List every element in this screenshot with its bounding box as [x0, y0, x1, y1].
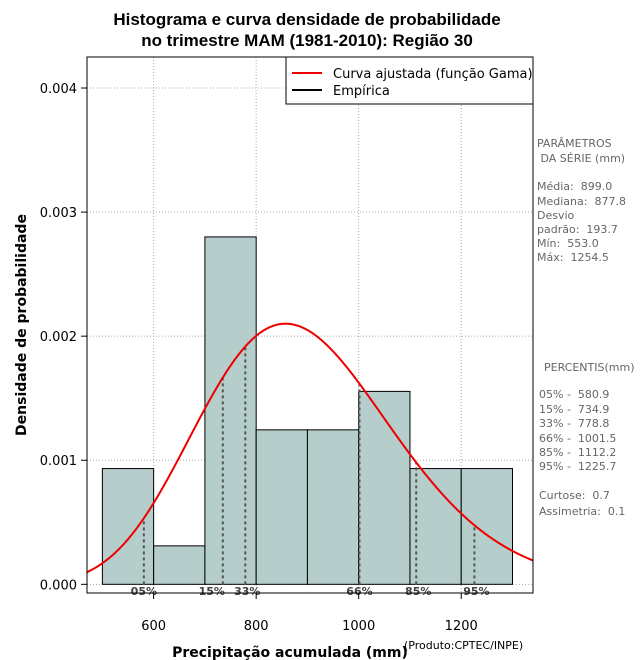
x-tick-label: 800 — [244, 619, 269, 634]
gamma-curve — [86, 322, 534, 574]
histogram-bar — [255, 429, 308, 585]
credit-text: (Produto:CPTEC/INPE) — [404, 639, 523, 652]
y-tick-label: 0.001 — [40, 454, 77, 469]
param-desvio: Desvio — [537, 209, 575, 222]
percentile-label: 33% — [234, 585, 260, 598]
param-mediana: Mediana: 877.8 — [537, 195, 626, 208]
chart-title-line-1: Histograma e curva densidade de probabil… — [113, 10, 500, 29]
x-tick-label: 1200 — [445, 619, 478, 634]
param-max: Máx: 1254.5 — [537, 251, 609, 264]
stat-curtose: Curtose: 0.7 — [539, 489, 610, 502]
y-tick-label: 0.000 — [40, 578, 77, 593]
histogram-bar — [153, 545, 206, 585]
percentil-15: 15% - 734.9 — [539, 403, 609, 416]
y-tick-label: 0.003 — [40, 206, 77, 221]
param-padrao: padrão: 193.7 — [537, 223, 618, 236]
y-axis-ticks: 0.000 0.001 0.002 0.003 0.004 — [40, 82, 87, 593]
chart-title-line-2: no trimestre MAM (1981-2010): Região 30 — [141, 31, 473, 50]
percentil-85: 85% - 1112.2 — [539, 446, 616, 459]
x-axis-title: Precipitação acumulada (mm) — [172, 645, 408, 660]
legend: Curva ajustada (função Gama) Empírica — [285, 56, 534, 105]
y-tick-label: 0.002 — [40, 330, 77, 345]
percentile-label: 95% — [463, 585, 489, 598]
side-panel: PARÂMETROS DA SÉRIE (mm) Média: 899.0 Me… — [537, 137, 635, 518]
stat-assimetria: Assimetria: 0.1 — [539, 505, 625, 518]
param-media: Média: 899.0 — [537, 180, 612, 193]
y-tick-label: 0.004 — [40, 82, 77, 97]
histogram-bar — [358, 390, 411, 585]
x-axis-ticks: 600 800 1000 1200 — [141, 593, 478, 634]
percentile-label: 15% — [199, 585, 225, 598]
percentil-95: 95% - 1225.7 — [539, 460, 616, 473]
histogram-bar — [460, 468, 513, 585]
gamma-curve-path — [86, 322, 534, 574]
percentil-66: 66% - 1001.5 — [539, 432, 616, 445]
histogram-bar — [101, 468, 155, 585]
legend-box — [285, 56, 534, 105]
histogram-bar — [306, 429, 360, 585]
percentil-33: 33% - 778.8 — [539, 417, 609, 430]
percentile-label: 85% — [405, 585, 431, 598]
percentile-label: 05% — [131, 585, 157, 598]
x-tick-label: 600 — [141, 619, 166, 634]
percentile-markers: 05% 15% 33% 66% 85% 95% — [131, 346, 490, 598]
params-title-1: PARÂMETROS — [537, 137, 612, 150]
y-axis-title: Densidade de probabilidade — [14, 214, 30, 436]
percentil-05: 05% - 580.9 — [539, 388, 609, 401]
percentis-title: PERCENTIS(mm) — [544, 361, 635, 374]
percentile-label: 66% — [346, 585, 372, 598]
legend-empirical-label: Empírica — [333, 84, 390, 99]
param-min: Mín: 553.0 — [537, 237, 599, 250]
histogram-bars — [101, 236, 513, 585]
x-tick-label: 1000 — [342, 619, 375, 634]
params-title-2: DA SÉRIE (mm) — [537, 152, 625, 165]
histogram-bar — [204, 236, 257, 585]
legend-curve-label: Curva ajustada (função Gama) — [333, 67, 533, 82]
